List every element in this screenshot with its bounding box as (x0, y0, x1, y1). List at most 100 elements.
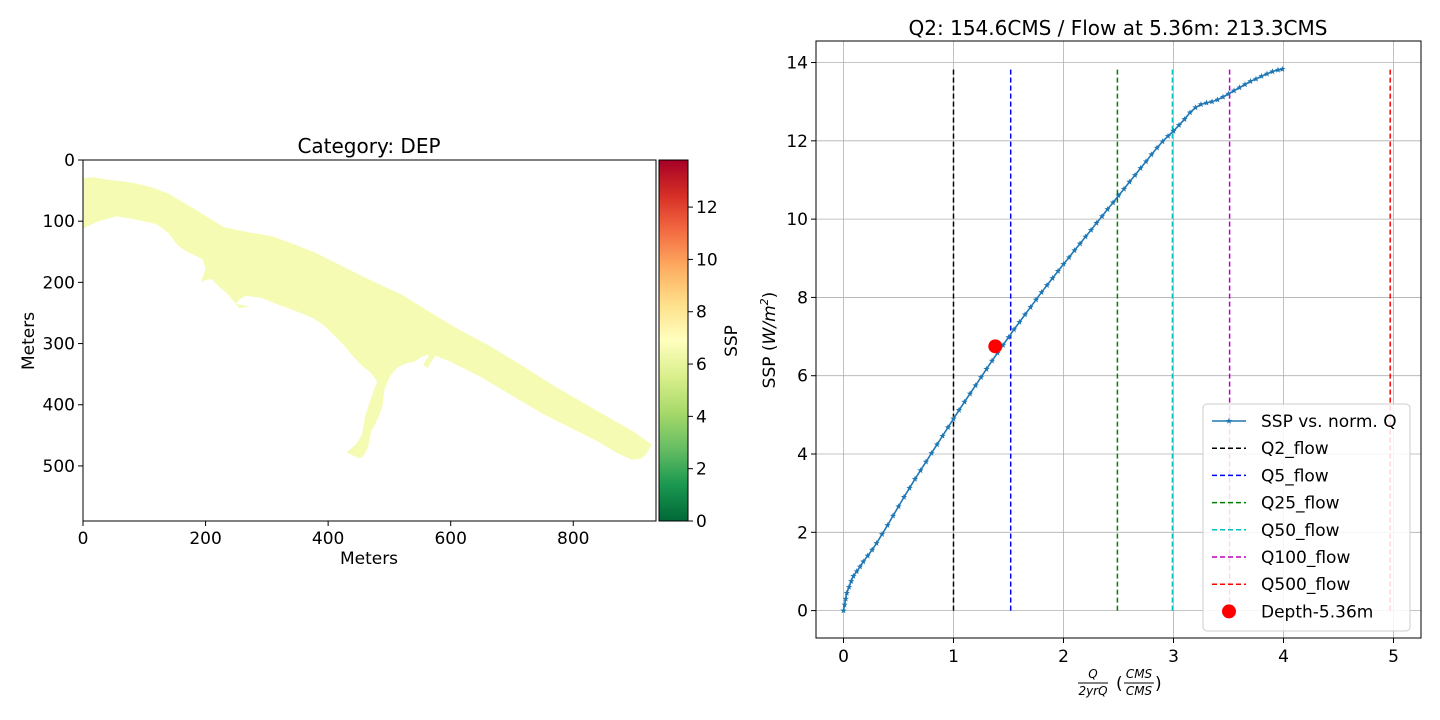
ssp-data-point (1252, 75, 1260, 82)
y-label-suffix: ) (760, 292, 780, 299)
ssp-data-point (1214, 96, 1221, 103)
ssp-data-point (1060, 260, 1067, 267)
line-y-tick-label: 6 (797, 367, 808, 387)
ssp-data-point (1104, 206, 1111, 212)
ssp-data-point (1197, 101, 1205, 108)
colorbar-tick-label: 4 (696, 407, 707, 427)
legend-label-ssp-vs-norm-q: SSP vs. norm. Q (1261, 412, 1397, 432)
depth-point (988, 339, 1003, 354)
legend-label-depth-5-36m: Depth-5.36m (1261, 602, 1373, 622)
map-x-tick-label: 800 (557, 529, 589, 549)
colorbar-tick-label: 8 (696, 303, 707, 323)
line-x-tick-label: 5 (1388, 647, 1399, 667)
ssp-data-point (868, 546, 876, 553)
colorbar-gradient (658, 159, 689, 522)
line-x-tick-label: 4 (1278, 647, 1289, 667)
ssp-data-point (878, 530, 886, 537)
ssp-data-point (1005, 334, 1012, 341)
ssp-data-point (1027, 303, 1034, 310)
ssp-data-point (1109, 199, 1117, 206)
ssp-data-point (1203, 99, 1210, 106)
map-x-ticks: 0 200 400 600 800 (78, 521, 589, 549)
ssp-data-point (983, 365, 990, 372)
map-y-axis-label: Meters (19, 312, 39, 370)
ssp-data-point (911, 475, 919, 482)
colorbar: 0 2 4 6 8 10 12 SSP (658, 159, 742, 532)
ssp-data-point (884, 521, 891, 528)
ssp-data-point (906, 484, 913, 491)
map-y-tick-label: 200 (43, 273, 75, 293)
ssp-data-point (961, 398, 968, 405)
ssp-data-point (972, 382, 979, 389)
ssp-data-point (1192, 104, 1199, 111)
ssp-data-point (917, 467, 924, 474)
legend-label-q2-flow: Q2_flow (1261, 439, 1329, 459)
line-y-axis-label: SSP (W/m2) (758, 292, 780, 389)
legend: SSP vs. norm. Q Q2_flow Q5_flow Q25_flow Q50… (1202, 403, 1411, 632)
ssp-data-point (1247, 78, 1254, 84)
line-y-ticks: 0 2 4 6 8 10 12 14 (786, 54, 816, 622)
ssp-data-point (1258, 72, 1265, 79)
ssp-data-point (1032, 296, 1040, 303)
ssp-data-point (840, 607, 847, 614)
ssp-data-point (939, 432, 946, 439)
ssp-data-point (1082, 233, 1089, 240)
ssp-data-point (860, 558, 867, 565)
ssp-data-point (895, 503, 902, 510)
ssp-data-point (928, 449, 935, 456)
map-y-tick-label: 300 (43, 335, 75, 355)
ssp-data-point (1142, 158, 1150, 165)
colorbar-tick-label: 10 (696, 250, 718, 270)
x-label-denominator: 2yrQ (1078, 684, 1107, 698)
colorbar-tick-label: 2 (696, 460, 707, 480)
line-x-tick-label: 2 (1058, 647, 1069, 667)
ssp-data-point (933, 441, 941, 448)
ssp-data-point (1241, 81, 1249, 88)
ssp-data-point (1148, 151, 1155, 158)
ssp-data-point (1120, 185, 1128, 192)
ssp-data-point (864, 552, 871, 559)
ssp-data-point (845, 583, 853, 590)
map-y-tick-label: 400 (43, 396, 75, 416)
ssp-data-point (856, 563, 864, 570)
line-y-tick-label: 12 (786, 132, 808, 152)
ssp-data-point (1269, 68, 1276, 75)
ssp-data-point (1279, 65, 1286, 72)
legend-swatch-circle (1222, 604, 1236, 619)
ssp-series-markers (840, 65, 1286, 614)
ssp-data-point (1274, 66, 1282, 73)
x-label-unit-denominator: CMS (1126, 684, 1153, 698)
ssp-data-point (1225, 90, 1232, 97)
ssp-data-point (1010, 326, 1018, 333)
colorbar-label: SSP (722, 325, 742, 357)
ssp-data-point (988, 357, 996, 364)
ssp-data-point (841, 601, 848, 608)
x-label-paren-open: ( (1116, 674, 1123, 694)
ssp-data-point (889, 512, 897, 519)
line-x-tick-label: 1 (948, 647, 959, 667)
legend-label-q100-flow: Q100_flow (1261, 548, 1350, 568)
line-chart-title: Q2: 154.6CMS / Flow at 5.36m: 213.3CMS (909, 16, 1328, 40)
ssp-data-point (1087, 226, 1095, 233)
ssp-data-point (848, 577, 855, 584)
ssp-data-point (1159, 138, 1166, 145)
ssp-data-point (900, 493, 908, 500)
legend-label-q50-flow: Q50_flow (1261, 521, 1340, 541)
line-y-tick-label: 2 (797, 523, 808, 543)
ssp-data-point (1071, 247, 1078, 254)
ssp-data-point (944, 424, 952, 431)
line-x-tick-label: 0 (838, 647, 849, 667)
legend-label-q5-flow: Q5_flow (1261, 466, 1329, 486)
legend-box (1202, 403, 1411, 632)
ssp-data-point (842, 595, 849, 602)
ssp-data-point (999, 341, 1007, 348)
ssp-data-point (1098, 213, 1106, 220)
legend-label-q500-flow: Q500_flow (1261, 575, 1350, 595)
legend-label-q25-flow: Q25_flow (1261, 494, 1340, 514)
map-y-tick-label: 100 (43, 212, 75, 232)
y-label-exponent: 2 (758, 298, 771, 305)
line-y-tick-label: 8 (797, 288, 808, 308)
colorbar-tick-label: 6 (696, 355, 707, 375)
ssp-data-point (853, 568, 860, 575)
ssp-data-point (1208, 98, 1216, 105)
